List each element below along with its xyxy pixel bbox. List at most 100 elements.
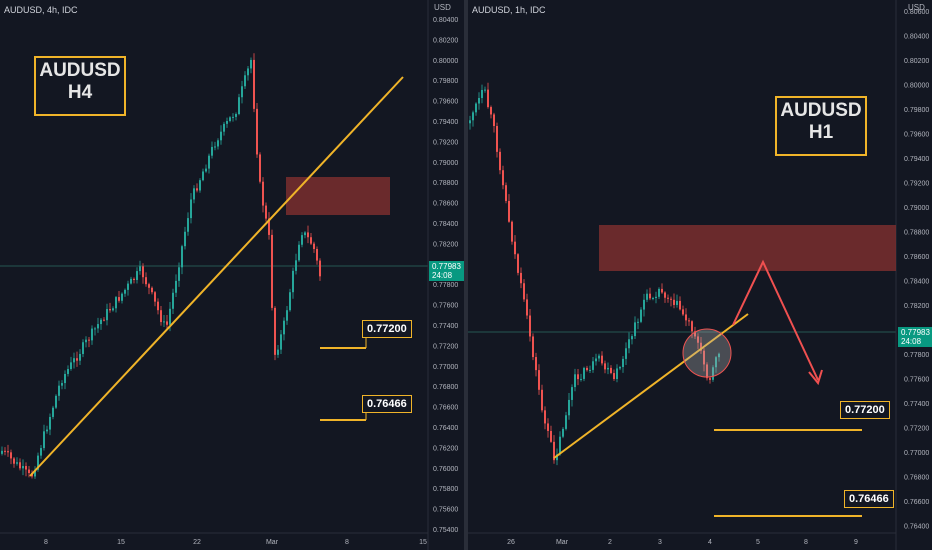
supply-zone[interactable] [286, 177, 390, 215]
candle-body [562, 428, 564, 437]
candle-body [589, 369, 591, 371]
price-axis[interactable]: 0.80400 0.80200 0.80000 0.79800 0.79600 0.794… [433, 17, 458, 534]
candle-body [595, 358, 597, 362]
candle-body [112, 308, 114, 311]
price-tick-label: 0.75800 [433, 486, 458, 493]
candle-body [43, 431, 45, 449]
candle-body [244, 75, 246, 87]
candle-body [496, 126, 498, 152]
currency-label: USD [434, 3, 451, 12]
candle-body [655, 296, 657, 299]
price-tick-label: 0.76200 [433, 445, 458, 452]
price-tick-label: 0.80400 [433, 17, 458, 24]
price-tick-label: 0.78400 [433, 221, 458, 228]
candle-body [640, 309, 642, 322]
candle-body [238, 97, 240, 115]
candle-body [520, 272, 522, 284]
trendline[interactable] [553, 313, 749, 459]
time-axis[interactable]: 8 15 22 Mar 8 15 [44, 539, 427, 546]
candle-body [130, 278, 132, 284]
candle-body [478, 98, 480, 104]
time-axis[interactable]: 26 Mar 2 3 4 5 8 9 [507, 539, 858, 546]
candle-body [511, 221, 513, 242]
candle-body [190, 199, 192, 219]
price-axis[interactable]: 0.80600 0.80400 0.80200 0.80000 0.79800 0.796… [904, 9, 929, 531]
candle-body [493, 114, 495, 127]
candle-body [154, 292, 156, 302]
price-tick-label: 0.77000 [904, 450, 929, 457]
candle-body [262, 181, 264, 206]
candle-body [544, 410, 546, 424]
candle-body [220, 131, 222, 141]
candle-body [610, 367, 612, 374]
candle-body [13, 458, 15, 464]
breakout-highlight-circle[interactable] [682, 328, 732, 378]
chart-pane-h1[interactable]: 0.80600 0.80400 0.80200 0.80000 0.79800 0.796… [468, 0, 932, 550]
candle-body [604, 363, 606, 370]
bar-countdown: 24:08 [432, 271, 453, 280]
candle-body [121, 293, 123, 301]
candle-body [187, 218, 189, 232]
candle-body [682, 309, 684, 315]
time-tick-label: 4 [708, 539, 712, 546]
price-tick-label: 0.80400 [904, 34, 929, 41]
chart-pane-h4[interactable]: 0.80400 0.80200 0.80000 0.79800 0.79600 0.794… [0, 0, 464, 550]
candle-body [199, 180, 201, 191]
candle-body [283, 320, 285, 335]
candle-body [718, 353, 720, 358]
h4-chart-canvas[interactable]: 0.80400 0.80200 0.80000 0.79800 0.79600 0.794… [0, 0, 464, 550]
candle-body [301, 235, 303, 245]
current-price-value: 0.77983 [432, 262, 461, 271]
candle-body [490, 107, 492, 115]
supply-zone[interactable] [599, 225, 896, 271]
candle-body [499, 151, 501, 171]
candle-body [574, 374, 576, 388]
price-tick-label: 0.78200 [433, 241, 458, 248]
pane-divider[interactable] [464, 0, 468, 550]
candle-body [148, 284, 150, 288]
candle-body [559, 436, 561, 455]
h1-chart-canvas[interactable]: 0.80600 0.80400 0.80200 0.80000 0.79800 0.796… [468, 0, 932, 550]
candle-body [601, 355, 603, 364]
symbol-title: AUDUSD, 1h, IDC [472, 5, 546, 15]
candle-body [523, 283, 525, 300]
candle-body [145, 277, 147, 285]
candle-body [691, 321, 693, 332]
candle-body [679, 300, 681, 310]
price-tick-label: 0.76600 [433, 405, 458, 412]
projection-arrow[interactable] [732, 259, 819, 381]
candle-body [124, 289, 126, 294]
candle-body [25, 466, 27, 470]
candle-body [265, 205, 267, 219]
candle-body [103, 319, 105, 321]
price-tick-label: 0.79000 [433, 160, 458, 167]
time-tick-label: Mar [556, 539, 569, 546]
candle-body [160, 310, 162, 323]
candle-body [583, 367, 585, 379]
candle-body [688, 320, 690, 322]
candle-body [616, 368, 618, 380]
candle-body [109, 309, 111, 311]
candle-body [178, 267, 180, 281]
price-tick-label: 0.77600 [904, 377, 929, 384]
candle-body [529, 315, 531, 337]
candle-body [607, 367, 609, 370]
candle-body [631, 336, 633, 340]
trendline[interactable] [29, 76, 404, 477]
candle-body [163, 321, 165, 323]
candle-body [250, 59, 252, 69]
candle-body [619, 367, 621, 369]
price-tick-label: 0.75400 [433, 527, 458, 534]
candle-body [82, 342, 84, 354]
candle-body [508, 200, 510, 222]
candle-body [313, 243, 315, 250]
candle-body [232, 116, 234, 118]
candle-body [181, 246, 183, 268]
candle-body [97, 324, 99, 329]
candle-body [94, 328, 96, 330]
candle-body [193, 188, 195, 200]
price-tick-label: 0.76400 [904, 524, 929, 531]
candle-body [652, 298, 654, 300]
candle-body [106, 309, 108, 321]
